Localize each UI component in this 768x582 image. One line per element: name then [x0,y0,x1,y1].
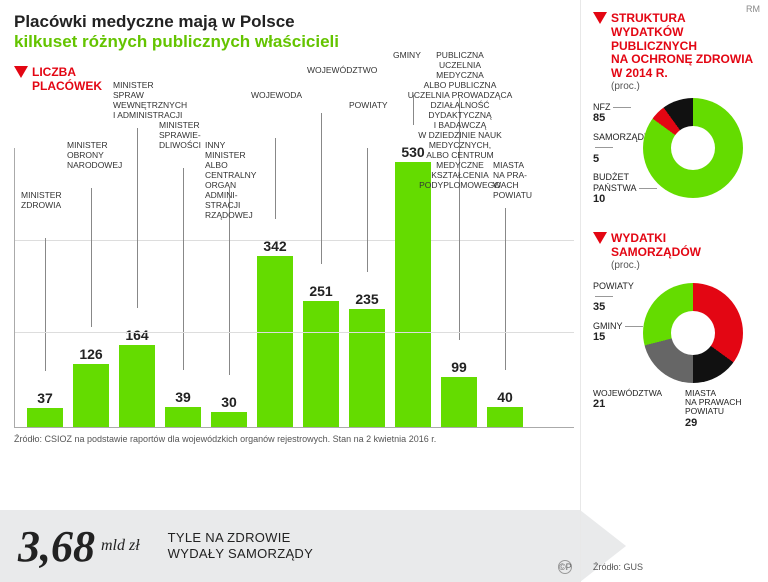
bar-value: 342 [255,238,295,254]
bar-leader-line [321,113,322,265]
bar-value: 251 [301,283,341,299]
bar-label: WOJEWODA [251,90,321,100]
donut2-unit: (proc.) [611,260,758,271]
headline-line2: kilkuset różnych publicznych właścicieli [14,32,339,51]
bar-plot-area: 37MINISTER ZDROWIA126MINISTER OBRONY NAR… [14,148,574,428]
donut1: NFZ85SAMORZĄDY5BUDŻETPAŃSTWA10 [593,98,743,208]
arrow-down-icon [14,66,28,78]
main-layout: Placówki medyczne mają w Polsce kilkuset… [0,0,768,582]
right-column: STRUKTURA WYDATKÓW PUBLICZNYCH NA OCHRON… [580,0,768,582]
headline-line1: Placówki medyczne mają w Polsce [14,12,295,31]
bar [349,309,385,427]
bar [165,407,201,427]
bar-value: 39 [163,389,203,405]
bar-value: 30 [209,394,249,410]
bar-value: 37 [25,390,65,406]
copyright-icon: ©P [558,560,572,574]
bar-leader-line [275,138,276,219]
bar-value: 40 [485,389,525,405]
arrow-down-icon [593,232,607,244]
donut1-pie [643,98,743,198]
donut1-unit: (proc.) [611,81,753,92]
donut1-title: STRUKTURA WYDATKÓW PUBLICZNYCH NA OCHRON… [611,12,753,81]
legend-item: GMINY15 [593,321,649,344]
big-number-text: TYLE NA ZDROWIE WYDAŁY SAMORZĄDY [140,530,313,563]
bar [303,301,339,427]
bar [119,345,155,427]
legend-item: POWIATY35 [593,281,649,314]
donut2-legend-br: MIASTANA PRAWACHPOWIATU29 [685,389,742,429]
bar [441,377,477,427]
donut2-source: Źródło: GUS [593,562,643,572]
bar-label: WOJEWÓDZTWO [307,65,377,75]
big-number-value: 3,68 [0,521,95,572]
big-number-unit: mld zł [95,537,140,555]
bar-label: MIASTA NA PRA- WACH POWIATU [493,160,563,200]
bar [211,412,247,427]
bar-section-label: LICZBA PLACÓWEK [32,66,102,94]
bar-label: MINISTER OBRONY NARODOWEJ [67,140,137,170]
donut2-legend-bl: WOJEWÓDZTWA21 [593,389,662,410]
bar-label: MINISTER ZDROWIA [21,190,91,210]
bar [27,408,63,427]
bar-value: 126 [71,346,111,362]
headline: Placówki medyczne mają w Polsce kilkuset… [14,12,572,52]
donut2: POWIATY35 GMINY15 WOJEWÓDZTWA21 MIASTANA … [593,277,743,427]
bar-value: 99 [439,359,479,375]
bar-chart-source: Źródło: CSIOZ na podstawie raportów dla … [14,434,572,444]
donut2-legend-left: POWIATY35 GMINY15 [593,281,649,351]
donut2-header: WYDATKI SAMORZĄDÓW (proc.) [593,232,758,271]
bar-leader-line [91,188,92,327]
bar [395,162,431,427]
left-column: Placówki medyczne mają w Polsce kilkuset… [0,0,580,582]
donut2-pie [643,283,743,383]
arrow-down-icon [593,12,607,24]
bar [487,407,523,427]
bar [73,364,109,427]
bar-leader-line [367,148,368,273]
bar-leader-line [137,128,138,308]
donut2-title: WYDATKI SAMORZĄDÓW [611,232,758,260]
bar [257,256,293,427]
big-number-block: 3,68 mld zł TYLE NA ZDROWIE WYDAŁY SAMOR… [0,510,580,582]
bar-leader-line [505,208,506,370]
bar-leader-line [183,168,184,371]
bar-chart: 37 MINISTER ZDROWIA 126 MINISTER OBRONY NAR… [14,98,574,428]
bar-leader-line [45,238,46,372]
bar-value: 164 [117,327,157,343]
bar-label: MINISTER SPRAW WEWNĘTRZNYCH I ADMINISTRA… [113,80,183,120]
bar-label: INNY MINISTER ALBO CENTRALNY ORGAN ADMIN… [205,140,275,220]
donut1-header: STRUKTURA WYDATKÓW PUBLICZNYCH NA OCHRON… [593,12,758,92]
bar-value: 235 [347,291,387,307]
